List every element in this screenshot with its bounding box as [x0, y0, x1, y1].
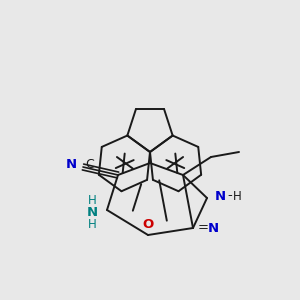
Text: N: N [65, 158, 76, 172]
Text: N: N [208, 221, 219, 235]
Text: N: N [86, 206, 98, 218]
Text: O: O [142, 218, 154, 232]
Text: C: C [85, 158, 94, 172]
Text: =: = [198, 221, 209, 235]
Text: H: H [233, 190, 242, 202]
Text: H: H [88, 194, 96, 206]
Text: -: - [227, 190, 232, 202]
Text: H: H [88, 218, 96, 230]
Text: N: N [215, 190, 226, 202]
